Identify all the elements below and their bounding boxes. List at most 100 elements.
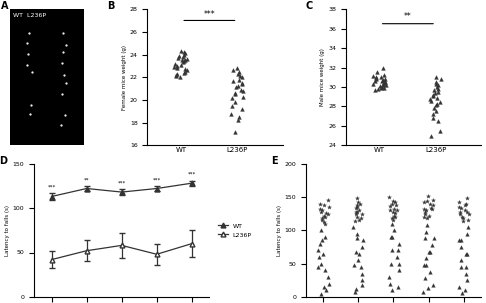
Point xyxy=(371,79,379,84)
Y-axis label: Female mice weight (g): Female mice weight (g) xyxy=(122,45,127,110)
Text: B: B xyxy=(107,1,114,11)
Point xyxy=(316,201,324,206)
Point xyxy=(317,209,325,214)
Point xyxy=(239,88,247,93)
Point xyxy=(379,85,386,89)
Point xyxy=(386,281,394,286)
Point xyxy=(325,281,332,286)
Point xyxy=(318,238,326,243)
Point xyxy=(394,248,402,253)
Point xyxy=(183,68,191,73)
Point xyxy=(235,69,243,74)
Point xyxy=(428,133,435,138)
Point xyxy=(231,91,239,96)
Point xyxy=(353,209,361,214)
Point xyxy=(321,221,329,226)
Point xyxy=(319,251,327,256)
Point xyxy=(178,58,186,63)
Point xyxy=(424,193,432,198)
Point xyxy=(464,218,472,223)
Point xyxy=(238,81,245,85)
Point xyxy=(181,69,189,74)
Point xyxy=(227,111,235,116)
Point xyxy=(458,215,466,219)
Point xyxy=(371,88,379,92)
Point xyxy=(171,65,178,69)
Point xyxy=(420,215,428,219)
Point xyxy=(386,204,394,209)
Point xyxy=(237,87,245,92)
Point xyxy=(462,201,469,206)
Point xyxy=(455,200,463,205)
Point xyxy=(354,200,362,205)
Text: WT  L236P: WT L236P xyxy=(13,13,46,18)
Point xyxy=(464,196,471,201)
Point xyxy=(423,198,431,203)
Point xyxy=(419,289,427,294)
Point xyxy=(422,229,430,234)
Point xyxy=(393,208,401,213)
Point xyxy=(388,216,396,221)
Point xyxy=(179,60,187,65)
Point xyxy=(388,288,396,293)
Point xyxy=(353,196,361,201)
Point xyxy=(429,202,437,207)
Point xyxy=(353,215,361,219)
Point xyxy=(315,255,323,259)
Point xyxy=(380,85,387,90)
Point xyxy=(389,198,397,203)
Point xyxy=(429,92,437,97)
Point xyxy=(458,291,466,295)
Point xyxy=(358,278,365,283)
Text: ***: *** xyxy=(153,177,161,182)
Point xyxy=(183,57,191,62)
Point xyxy=(238,75,246,80)
Point xyxy=(428,242,436,247)
Point xyxy=(353,205,361,209)
Point xyxy=(389,217,397,222)
Point xyxy=(432,80,440,85)
Point xyxy=(455,205,463,209)
Point xyxy=(434,83,442,88)
Point xyxy=(177,49,185,54)
Point xyxy=(318,216,326,221)
Point xyxy=(350,262,358,267)
Point xyxy=(235,115,243,119)
Point xyxy=(181,67,189,72)
Point xyxy=(432,75,439,80)
Point xyxy=(462,208,469,213)
Point xyxy=(325,205,332,209)
Point xyxy=(321,235,329,239)
Point xyxy=(239,82,246,87)
Text: E: E xyxy=(271,156,278,166)
Point xyxy=(321,268,329,273)
Point xyxy=(316,241,324,246)
Point xyxy=(457,205,465,210)
Point xyxy=(380,73,388,78)
Point xyxy=(369,74,377,79)
Point xyxy=(231,100,239,105)
Point xyxy=(381,77,389,82)
Text: ***: *** xyxy=(48,185,56,189)
Point xyxy=(379,82,387,87)
Point xyxy=(317,261,325,266)
Point xyxy=(352,287,360,291)
Point xyxy=(173,73,180,78)
Point xyxy=(322,288,330,293)
Point xyxy=(422,262,430,267)
Point xyxy=(180,70,188,75)
Point xyxy=(420,209,428,214)
Point xyxy=(431,90,438,95)
Point xyxy=(389,209,397,214)
Point xyxy=(426,249,434,254)
Point xyxy=(391,213,399,218)
Point xyxy=(380,78,387,83)
Point xyxy=(388,235,396,239)
Point xyxy=(381,80,388,85)
Point xyxy=(459,216,467,221)
Point xyxy=(352,249,360,254)
Point xyxy=(421,276,429,281)
Point xyxy=(324,198,332,203)
Point xyxy=(464,278,471,283)
Point xyxy=(352,209,360,214)
